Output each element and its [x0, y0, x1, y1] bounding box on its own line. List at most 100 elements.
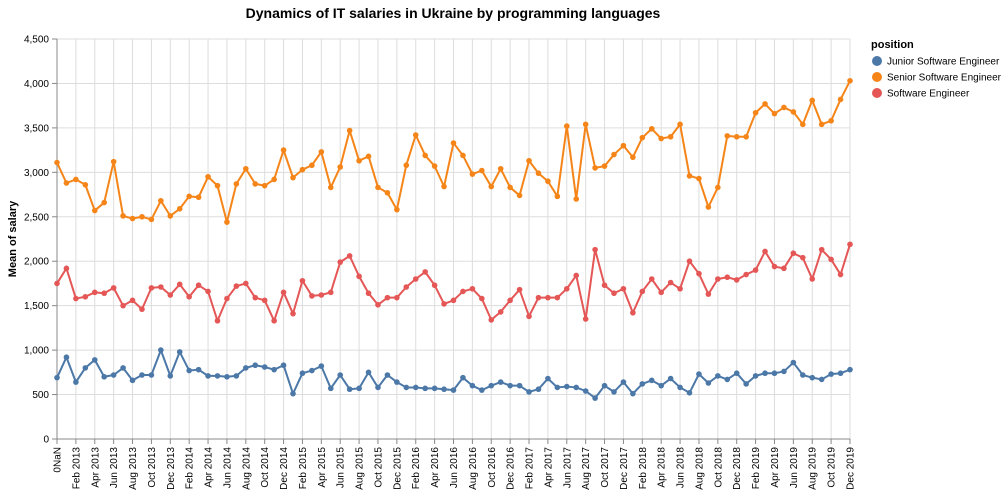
data-point[interactable]	[847, 77, 853, 84]
data-point[interactable]	[450, 140, 457, 146]
data-point[interactable]	[422, 152, 428, 159]
data-point[interactable]	[752, 373, 759, 379]
data-point[interactable]	[799, 372, 806, 378]
data-point[interactable]	[818, 121, 825, 128]
data-point[interactable]	[403, 162, 410, 169]
data-point[interactable]	[73, 176, 79, 183]
data-point[interactable]	[809, 97, 816, 104]
data-point[interactable]	[54, 280, 60, 287]
data-point[interactable]	[309, 293, 315, 299]
data-point[interactable]	[431, 385, 438, 392]
data-point[interactable]	[526, 313, 532, 320]
data-point[interactable]	[450, 387, 457, 393]
data-point[interactable]	[620, 379, 627, 385]
data-point[interactable]	[516, 382, 523, 389]
data-point[interactable]	[535, 170, 542, 177]
data-point[interactable]	[356, 157, 362, 164]
data-point[interactable]	[318, 363, 325, 369]
data-point[interactable]	[412, 276, 419, 282]
data-point[interactable]	[828, 117, 834, 124]
data-point[interactable]	[488, 382, 495, 389]
data-point[interactable]	[601, 163, 608, 169]
data-point[interactable]	[346, 253, 353, 259]
data-point[interactable]	[280, 362, 287, 369]
data-point[interactable]	[667, 279, 674, 286]
data-point[interactable]	[299, 166, 306, 173]
data-point[interactable]	[148, 216, 155, 223]
data-point[interactable]	[233, 283, 240, 289]
data-point[interactable]	[243, 365, 249, 371]
data-point[interactable]	[620, 285, 627, 292]
data-point[interactable]	[611, 389, 617, 395]
data-point[interactable]	[54, 159, 60, 166]
data-point[interactable]	[809, 276, 816, 282]
data-point[interactable]	[639, 134, 646, 141]
data-point[interactable]	[790, 250, 797, 257]
data-point[interactable]	[460, 374, 466, 381]
data-point[interactable]	[620, 142, 627, 149]
data-point[interactable]	[733, 370, 740, 377]
data-point[interactable]	[318, 149, 325, 155]
data-point[interactable]	[724, 274, 731, 281]
data-point[interactable]	[828, 256, 834, 263]
data-point[interactable]	[365, 153, 372, 160]
data-point[interactable]	[582, 316, 589, 322]
data-point[interactable]	[384, 372, 391, 378]
data-point[interactable]	[158, 347, 164, 353]
data-point[interactable]	[460, 288, 466, 295]
data-point[interactable]	[488, 183, 495, 190]
data-point[interactable]	[82, 365, 89, 371]
data-point[interactable]	[309, 162, 315, 169]
data-point[interactable]	[394, 379, 400, 385]
data-point[interactable]	[120, 213, 126, 219]
data-point[interactable]	[752, 267, 759, 273]
data-point[interactable]	[327, 385, 334, 392]
data-point[interactable]	[365, 369, 372, 376]
data-point[interactable]	[847, 241, 853, 248]
data-point[interactable]	[460, 152, 466, 159]
data-point[interactable]	[601, 382, 608, 389]
data-point[interactable]	[205, 373, 211, 379]
data-point[interactable]	[630, 390, 636, 397]
data-point[interactable]	[592, 165, 598, 171]
data-point[interactable]	[563, 383, 570, 390]
data-point[interactable]	[715, 184, 721, 191]
data-point[interactable]	[82, 293, 89, 300]
data-point[interactable]	[592, 395, 598, 401]
data-point[interactable]	[535, 294, 542, 301]
data-point[interactable]	[554, 294, 561, 301]
data-point[interactable]	[630, 154, 636, 161]
data-point[interactable]	[195, 282, 202, 289]
data-point[interactable]	[582, 121, 589, 128]
data-point[interactable]	[375, 301, 381, 308]
data-point[interactable]	[630, 309, 636, 316]
data-point[interactable]	[686, 389, 693, 396]
data-point[interactable]	[129, 215, 136, 222]
data-point[interactable]	[346, 127, 353, 134]
data-point[interactable]	[667, 133, 674, 140]
data-point[interactable]	[639, 288, 646, 295]
data-point[interactable]	[479, 387, 485, 393]
data-point[interactable]	[337, 259, 344, 265]
data-point[interactable]	[224, 219, 230, 225]
data-point[interactable]	[724, 133, 731, 139]
data-point[interactable]	[771, 263, 778, 270]
data-point[interactable]	[73, 295, 79, 302]
data-point[interactable]	[148, 285, 155, 291]
data-point[interactable]	[573, 272, 580, 279]
data-point[interactable]	[469, 285, 476, 292]
data-point[interactable]	[554, 193, 561, 200]
data-point[interactable]	[762, 101, 768, 107]
data-point[interactable]	[450, 297, 457, 304]
data-point[interactable]	[63, 354, 70, 361]
data-point[interactable]	[705, 380, 712, 386]
data-point[interactable]	[422, 385, 428, 392]
data-point[interactable]	[375, 184, 381, 191]
data-point[interactable]	[818, 376, 825, 383]
data-point[interactable]	[573, 196, 580, 202]
data-point[interactable]	[837, 96, 844, 103]
data-point[interactable]	[658, 382, 664, 389]
data-point[interactable]	[545, 294, 551, 301]
data-point[interactable]	[431, 282, 438, 289]
data-point[interactable]	[290, 174, 296, 181]
